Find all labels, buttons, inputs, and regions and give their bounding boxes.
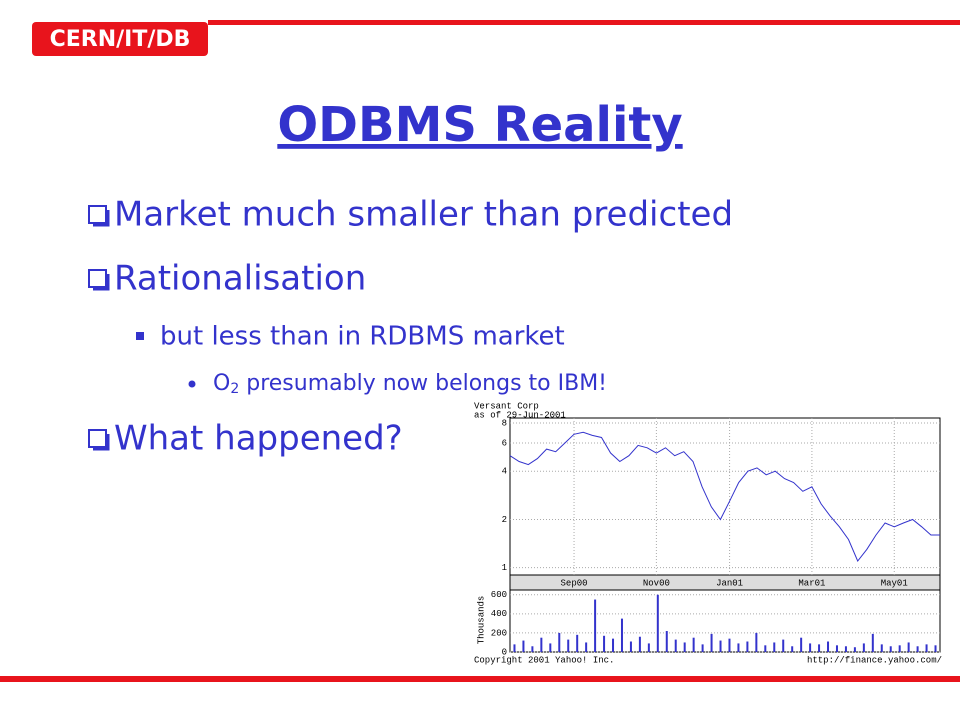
volume-bar xyxy=(674,639,677,652)
volume-bar xyxy=(701,644,704,652)
volume-bar xyxy=(907,642,910,652)
x-tick-label: Nov00 xyxy=(643,578,670,588)
volume-bar xyxy=(576,634,579,652)
volume-bar xyxy=(710,633,713,652)
volume-bar xyxy=(737,643,740,652)
volume-bar xyxy=(889,646,892,652)
volume-bar xyxy=(656,594,659,652)
bullet-icon xyxy=(88,205,110,451)
volume-bar xyxy=(755,632,758,652)
x-tick-label: Jan01 xyxy=(716,578,743,588)
x-tick-label: Mar01 xyxy=(798,578,825,588)
y-tick-label: 600 xyxy=(491,590,507,600)
volume-bar xyxy=(898,645,901,652)
volume-bar xyxy=(620,618,623,652)
y-tick-label: 0 xyxy=(502,647,507,657)
volume-bar xyxy=(522,640,525,652)
chart-subtitle: as of 29-Jun-2001 xyxy=(474,410,566,420)
volume-bar xyxy=(540,637,543,652)
sub-bullet-icon xyxy=(136,332,144,340)
top-rule xyxy=(208,20,960,25)
volume-bar xyxy=(871,633,874,652)
volume-bar xyxy=(862,643,865,652)
tag-box xyxy=(32,22,208,56)
volume-bar xyxy=(827,641,830,652)
source-url: http://finance.yahoo.com/ xyxy=(807,655,942,665)
text-part: O xyxy=(213,371,230,396)
volume-bar xyxy=(800,637,803,652)
bullet-text: What happened? xyxy=(114,419,403,459)
bullet-text: Rationalisation xyxy=(114,259,366,299)
plot-area xyxy=(509,589,941,653)
text-part: presumably now belongs to IBM! xyxy=(239,371,607,396)
volume-bar xyxy=(835,645,838,652)
tag: CERN/IT/DB xyxy=(50,27,191,52)
subsub-bullet-text: O2 presumably now belongs to IBM! xyxy=(213,371,607,397)
volume-bar xyxy=(638,636,641,652)
y-axis-label: Thousands xyxy=(476,596,486,645)
volume-bar xyxy=(629,641,632,652)
copyright: Copyright 2001 Yahoo! Inc. xyxy=(474,655,614,665)
volume-bar xyxy=(603,635,606,652)
volume-bar xyxy=(764,645,767,652)
volume-bar xyxy=(844,646,847,652)
volume-bar xyxy=(647,643,650,652)
chart-title: Versant Corp xyxy=(474,401,539,411)
volume-bar xyxy=(925,644,928,652)
volume-bar xyxy=(683,642,686,652)
y-tick-label: 8 xyxy=(502,418,507,428)
volume-bar xyxy=(558,632,561,652)
volume-bar xyxy=(665,631,668,652)
x-tick-label: Sep00 xyxy=(561,578,588,588)
bottom-rule xyxy=(0,676,960,682)
subsub-bullet-icon xyxy=(188,380,196,388)
plot-area xyxy=(509,417,941,576)
volume-bar xyxy=(692,637,695,652)
volume-bar xyxy=(934,645,937,652)
y-tick-label: 1 xyxy=(502,563,507,573)
volume-bar xyxy=(728,638,731,652)
bullet-text: Market much smaller than predicted xyxy=(114,195,733,235)
y-tick-label: 400 xyxy=(491,609,507,619)
volume-bar xyxy=(818,644,821,652)
y-tick-label: 4 xyxy=(502,467,507,477)
volume-bar xyxy=(809,643,812,652)
volume-bar xyxy=(585,642,588,652)
subscript: 2 xyxy=(230,381,239,397)
volume-bar xyxy=(746,641,749,652)
volume-bar xyxy=(612,638,615,652)
volume-bar xyxy=(773,642,776,652)
volume-bar xyxy=(880,644,883,652)
y-tick-label: 200 xyxy=(491,628,507,638)
volume-bar xyxy=(916,646,919,652)
y-tick-label: 6 xyxy=(502,438,507,448)
price-line xyxy=(509,431,940,562)
volume-bar xyxy=(782,639,785,652)
y-tick-label: 2 xyxy=(502,515,507,525)
stock-chart: Versant Corp as of 29-Jun-2001 Copyright… xyxy=(470,400,946,668)
volume-bar xyxy=(853,647,856,652)
slide-title: ODBMS Reality xyxy=(277,97,682,153)
volume-bar xyxy=(549,643,552,652)
volume-bar xyxy=(791,646,794,652)
volume-bar xyxy=(513,644,516,652)
volume-bar xyxy=(719,640,722,652)
x-tick-label: May01 xyxy=(881,578,908,588)
volume-bar xyxy=(531,646,534,652)
volume-bar xyxy=(567,639,570,652)
volume-bar xyxy=(594,599,597,652)
sub-bullet-text: but less than in RDBMS market xyxy=(160,322,565,352)
